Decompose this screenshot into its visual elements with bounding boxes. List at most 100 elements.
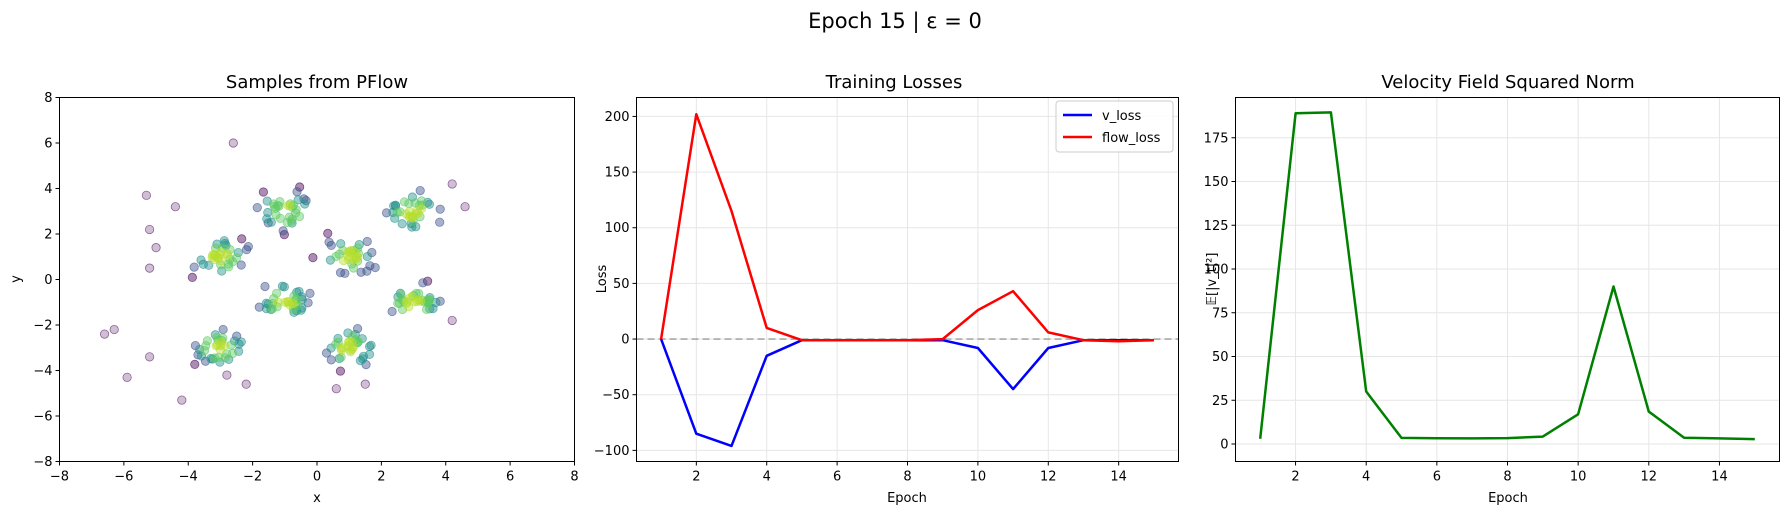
x-tick-label: 10 bbox=[970, 470, 987, 485]
y-tick-label: 8 bbox=[44, 91, 52, 106]
y-tick-label: 150 bbox=[605, 166, 630, 181]
scatter-point bbox=[225, 254, 235, 264]
scatter-point bbox=[402, 297, 412, 307]
x-tick-label: −2 bbox=[243, 470, 262, 485]
scatter-title: Samples from PFlow bbox=[226, 72, 408, 93]
x-tick-label: 4 bbox=[442, 470, 450, 485]
y-tick-label: 6 bbox=[44, 137, 52, 152]
y-tick-label: −6 bbox=[33, 410, 52, 425]
scatter-point bbox=[305, 288, 315, 298]
scatter-outlier-point bbox=[170, 202, 180, 212]
scatter-point bbox=[292, 187, 302, 197]
y-tick-label: 0 bbox=[44, 273, 52, 288]
y-tick-label: 4 bbox=[44, 182, 52, 197]
y-tick-label: 50 bbox=[613, 277, 630, 292]
y-tick-label: 2 bbox=[44, 228, 52, 243]
legend-v-loss-label: v_loss bbox=[1102, 109, 1142, 124]
x-tick-label: 6 bbox=[1433, 470, 1441, 485]
x-tick-label: 14 bbox=[1110, 470, 1127, 485]
x-tick-label: 2 bbox=[377, 470, 385, 485]
scatter-point bbox=[352, 323, 363, 334]
scatter-point bbox=[411, 222, 421, 232]
velocity-plot-area bbox=[1258, 111, 1755, 441]
scatter-point bbox=[271, 288, 282, 298]
scatter-point bbox=[295, 182, 305, 192]
scatter-point bbox=[334, 249, 344, 259]
scatter-outlier-point bbox=[241, 379, 251, 389]
scatter-point bbox=[366, 340, 376, 350]
y-tick-label: 0 bbox=[621, 333, 629, 348]
scatter-point bbox=[241, 245, 252, 255]
scatter-outlier-point bbox=[145, 263, 155, 273]
scatter-point bbox=[435, 204, 445, 214]
velocity-ticks: 2 4 6 8 10 12 14 0 25 50 75 100 125 150 175 bbox=[1204, 131, 1728, 484]
loss-plot-area bbox=[636, 112, 1179, 448]
scatter-point bbox=[338, 343, 348, 353]
x-tick-label: 0 bbox=[313, 470, 321, 485]
scatter-point bbox=[397, 219, 407, 229]
loss-xlabel: Epoch bbox=[887, 491, 927, 506]
scatter-point bbox=[321, 348, 332, 358]
scatter-point bbox=[325, 255, 335, 265]
scatter-point bbox=[404, 199, 414, 209]
x-tick-label: 8 bbox=[903, 470, 911, 485]
scatter-point bbox=[415, 185, 425, 196]
loss-legend: v_loss flow_loss bbox=[1055, 100, 1174, 153]
scatter-point bbox=[323, 228, 333, 238]
scatter-point bbox=[418, 278, 428, 288]
scatter-point bbox=[404, 206, 415, 217]
velocity-panel: Velocity Field Squared Norm 2 4 6 8 10 12 1402… bbox=[1204, 72, 1780, 506]
scatter-point bbox=[417, 200, 427, 210]
scatter-point bbox=[189, 262, 199, 272]
loss-title: Training Losses bbox=[825, 72, 963, 93]
scatter-point bbox=[356, 267, 366, 277]
scatter-point bbox=[280, 297, 290, 307]
scatter-point bbox=[213, 252, 224, 263]
y-tick-label: 175 bbox=[1204, 131, 1229, 146]
scatter-outlier-point bbox=[222, 370, 232, 380]
scatter-point bbox=[424, 199, 435, 209]
scatter-point bbox=[273, 297, 283, 307]
scatter-point bbox=[336, 239, 346, 249]
scatter-ticks: −8 −6 −4 −2 0 2 4 6 8 −8 −6 −4 −2 0 2 4 6 8 bbox=[33, 91, 578, 485]
x-tick-label: 4 bbox=[763, 470, 771, 485]
scatter-point bbox=[254, 302, 264, 312]
y-tick-label: 200 bbox=[605, 110, 630, 125]
scatter-point bbox=[283, 297, 293, 307]
scatter-point bbox=[187, 272, 197, 283]
scatter-point bbox=[204, 260, 214, 270]
y-tick-label: −100 bbox=[594, 444, 630, 459]
y-tick-label: 100 bbox=[605, 221, 630, 236]
loss-panel: Training Losses 2 4 6 8 10 12 14 −100 −50 0 50 100 1… bbox=[594, 72, 1179, 506]
scatter-outlier-point bbox=[177, 395, 187, 405]
y-tick-label: 150 bbox=[1204, 175, 1229, 190]
y-tick-label: 25 bbox=[1212, 394, 1229, 409]
scatter-point bbox=[343, 341, 353, 351]
y-tick-label: 75 bbox=[1212, 306, 1229, 321]
scatter-outlier-point bbox=[460, 202, 470, 212]
scatter-point bbox=[269, 294, 279, 304]
legend-flow-loss-label: flow_loss bbox=[1102, 131, 1161, 146]
scatter-point bbox=[362, 251, 372, 262]
figure-suptitle: Epoch 15 | ε = 0 bbox=[808, 9, 982, 34]
scatter-point bbox=[358, 351, 369, 361]
scatter-ylabel: y bbox=[9, 275, 24, 283]
velocity-title: Velocity Field Squared Norm bbox=[1381, 72, 1634, 93]
scatter-point bbox=[353, 252, 363, 262]
scatter-point bbox=[218, 324, 228, 335]
scatter-outlier-point bbox=[145, 352, 155, 362]
x-tick-label: 6 bbox=[506, 470, 514, 485]
scatter-point bbox=[279, 282, 289, 292]
scatter-point bbox=[340, 268, 350, 278]
scatter-outlier-point bbox=[145, 224, 155, 235]
velocity-norm-line bbox=[1258, 111, 1755, 441]
x-tick-label: −6 bbox=[114, 470, 133, 485]
scatter-point bbox=[416, 203, 427, 214]
scatter-point bbox=[343, 251, 353, 261]
scatter-point bbox=[214, 352, 224, 362]
loss-ylabel: Loss bbox=[595, 265, 610, 294]
scatter-point bbox=[387, 306, 397, 317]
y-tick-label: −8 bbox=[33, 455, 52, 470]
scatter-point bbox=[392, 207, 402, 218]
